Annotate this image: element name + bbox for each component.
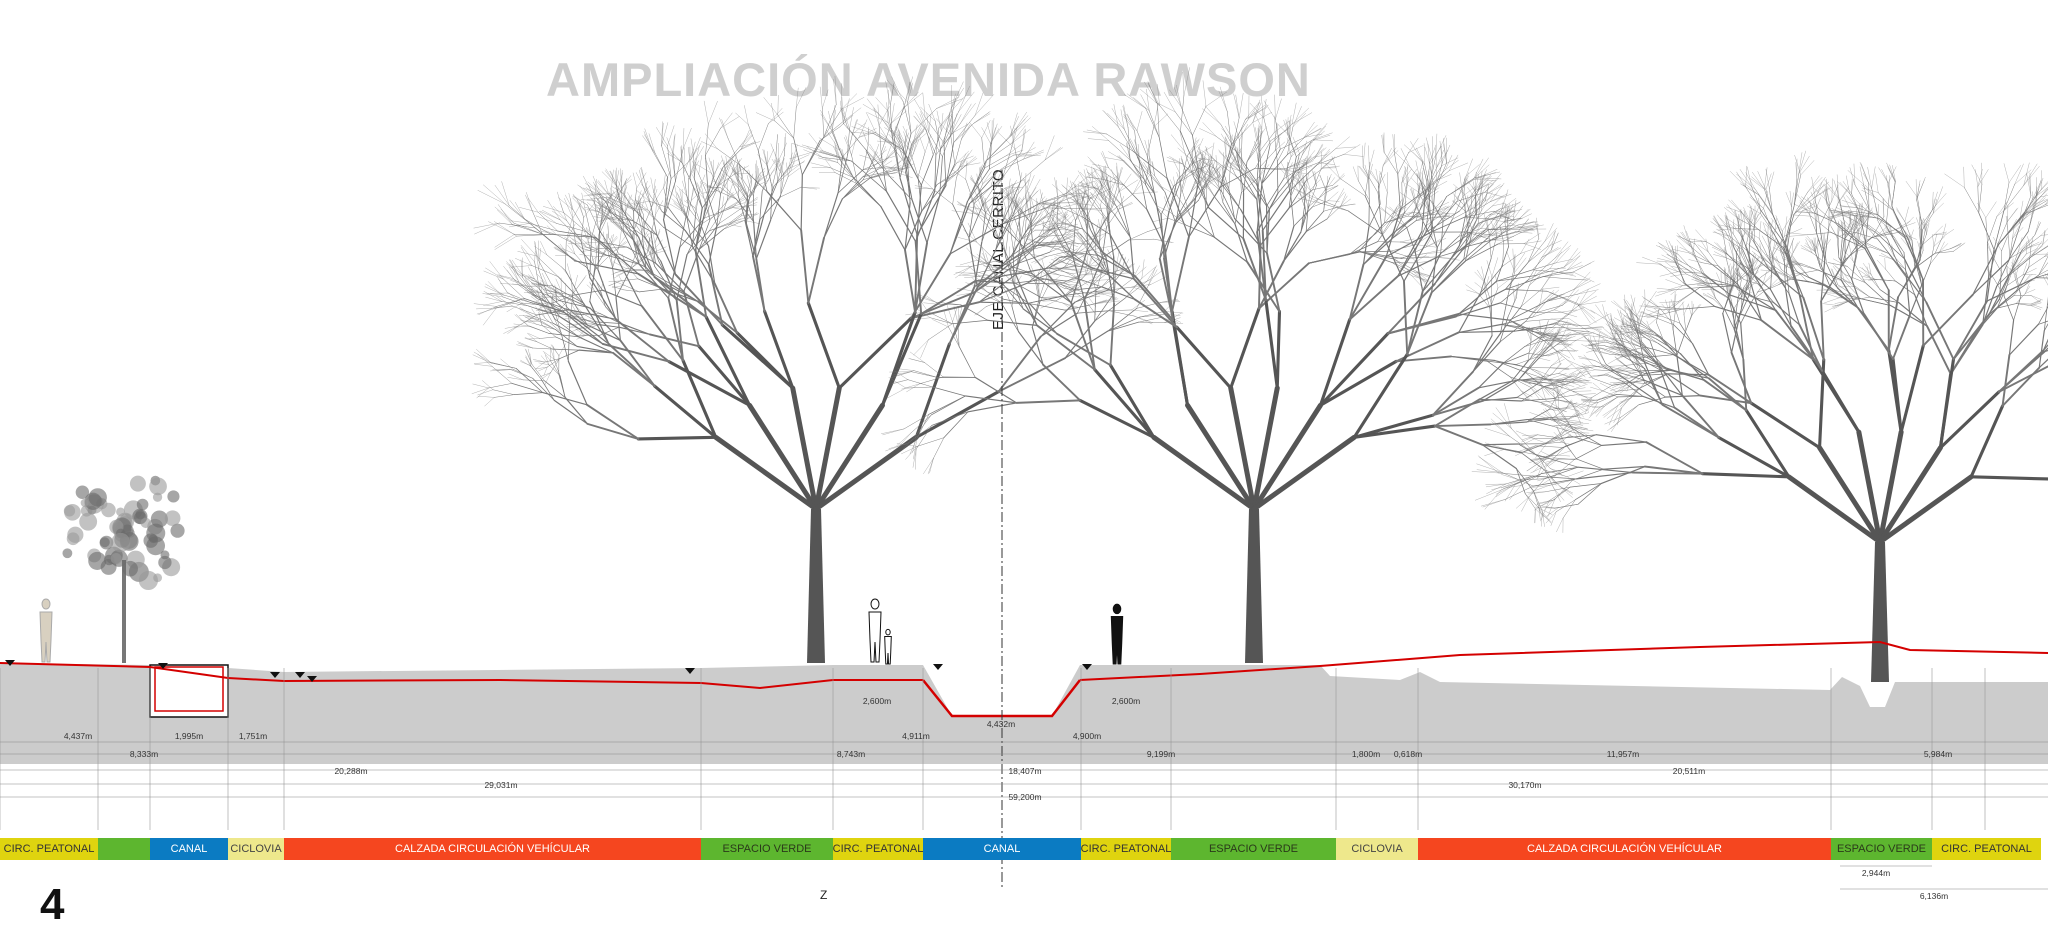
person-silhouette xyxy=(885,629,892,664)
z-mark: Z xyxy=(820,888,827,902)
dimension-label: 30,170m xyxy=(1508,780,1541,790)
section-number: 4 xyxy=(40,880,64,930)
tree-illustration xyxy=(1472,151,2048,682)
dimension-label: 8,743m xyxy=(837,749,865,759)
dimension-label: 8,333m xyxy=(130,749,158,759)
person-silhouette xyxy=(1111,604,1122,664)
zone-band-ciclovia: CICLOVIA xyxy=(228,838,284,860)
dimension-label: 1,800m xyxy=(1352,749,1380,759)
zone-band-canal: CANAL xyxy=(150,838,228,860)
dimension-label: 29,031m xyxy=(484,780,517,790)
zone-band-circ-peatonal: CIRC. PEATONAL xyxy=(0,838,98,860)
dimension-label: 18,407m xyxy=(1008,766,1041,776)
dimension-label: 6,136m xyxy=(1920,891,1948,901)
dimension-label: 1,751m xyxy=(239,731,267,741)
zone-band-espacio-verde: ESPACIO VERDE xyxy=(1831,838,1932,860)
person-silhouette xyxy=(40,599,52,662)
dimension-label: 4,911m xyxy=(902,731,930,741)
zone-band-ciclovia: CICLOVIA xyxy=(1336,838,1418,860)
dimension-label: 0,618m xyxy=(1394,749,1422,759)
dimension-label: 9,199m xyxy=(1147,749,1175,759)
zone-band-calzada: CALZADA CIRCULACIÓN VEHÍCULAR xyxy=(284,838,701,860)
zone-band-circ-peatonal: CIRC. PEATONAL xyxy=(1932,838,2041,860)
zone-band-espacio-verde: ESPACIO VERDE xyxy=(1171,838,1336,860)
dimension-label: 4,437m xyxy=(64,731,92,741)
dimension-label: 2,600m xyxy=(1112,696,1140,706)
zone-band-circ-peatonal: CIRC. PEATONAL xyxy=(1081,838,1171,860)
zone-band-espacio-verde: ESPACIO VERDE xyxy=(701,838,833,860)
dimension-label: 1,995m xyxy=(175,731,203,741)
cross-section-drawing: 4,437m 1,995m 1,751m 8,333m 2,600m 4,432m 4,91… xyxy=(0,0,2048,902)
ground-section xyxy=(0,663,2048,764)
dimension-label: 20,511m xyxy=(1673,766,1705,776)
dimension-label: 4,900m xyxy=(1073,731,1101,741)
dimension-label: 2,600m xyxy=(863,696,891,706)
trees-layer xyxy=(62,68,2048,682)
dimension-label: 11,957m xyxy=(1607,749,1639,759)
zone-band-circ-peatonal: CIRC. PEATONAL xyxy=(833,838,923,860)
zone-band-canal: CANAL xyxy=(923,838,1081,860)
dimension-label: 20,288m xyxy=(334,766,367,776)
dimension-label: 4,432m xyxy=(987,719,1015,729)
zone-band-calzada: CALZADA CIRCULACIÓN VEHÍCULAR xyxy=(1418,838,1831,860)
dimension-label: 59,200m xyxy=(1008,792,1041,802)
level-marker-icon xyxy=(933,664,943,670)
person-silhouette xyxy=(869,599,881,662)
tree-illustration xyxy=(62,476,184,663)
dimension-label: 2,944m xyxy=(1862,868,1890,878)
dimension-label: 5,984m xyxy=(1924,749,1952,759)
tree-illustration xyxy=(472,76,1183,663)
zone-band-espacio-verde xyxy=(98,838,150,860)
